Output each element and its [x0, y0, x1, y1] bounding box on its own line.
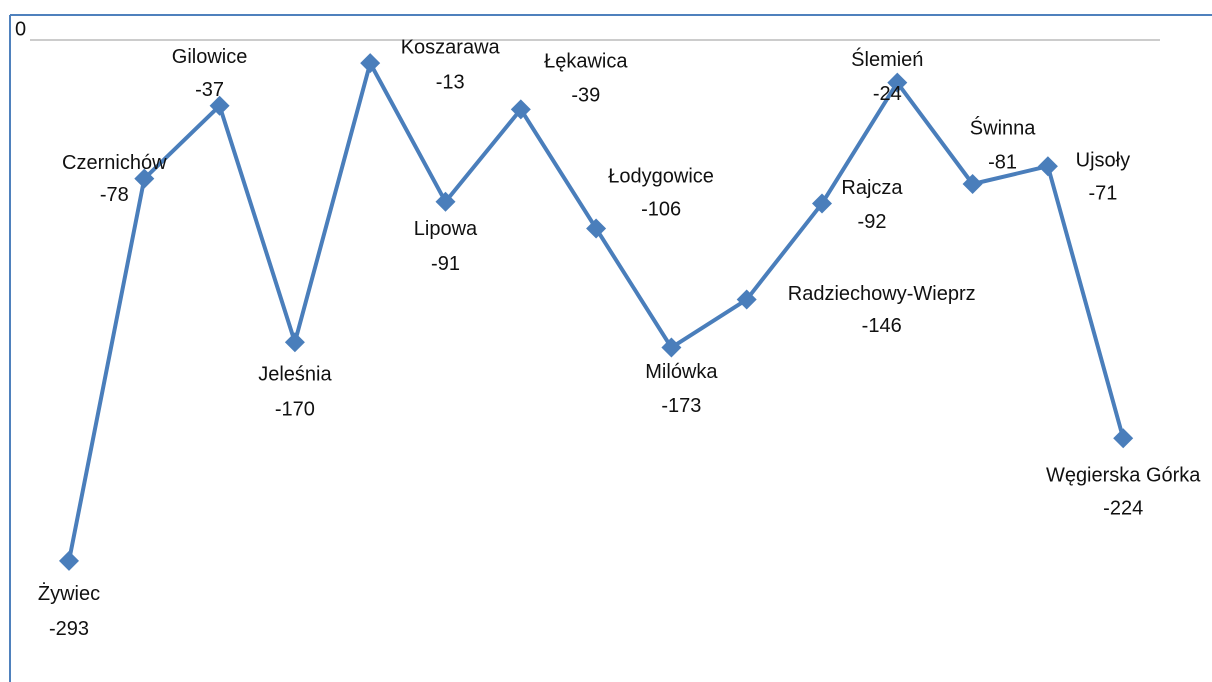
data-label-value: -37: [195, 79, 224, 101]
data-label-name: Gilowice: [172, 46, 248, 68]
data-label-name: Rajcza: [841, 177, 903, 199]
data-label-value: -81: [988, 151, 1017, 173]
data-label-value: -92: [858, 211, 887, 233]
data-label-name: Łodygowice: [608, 166, 714, 188]
marker: [284, 332, 305, 353]
data-label-value: -173: [661, 395, 701, 417]
marker: [962, 174, 983, 194]
marker: [360, 53, 381, 74]
marker: [812, 193, 832, 214]
data-label-value: -146: [862, 315, 902, 337]
data-label-value: -78: [100, 184, 129, 206]
data-label-value: -224: [1103, 498, 1143, 520]
marker: [134, 168, 155, 189]
data-label-name: Milówka: [645, 361, 718, 383]
data-label-value: -13: [436, 71, 465, 93]
data-label-value: -106: [641, 199, 681, 221]
data-label-name: Żywiec: [38, 582, 100, 605]
marker: [510, 99, 531, 120]
data-label-name: Koszarawa: [401, 36, 501, 58]
y-tick-label: 0: [15, 18, 26, 40]
data-label-value: -39: [571, 85, 600, 107]
marker: [736, 289, 757, 310]
data-label-value: -24: [873, 83, 902, 105]
marker: [1113, 428, 1134, 449]
marker: [59, 550, 79, 571]
data-label-name: Ujsoły: [1076, 150, 1130, 172]
data-label-name: Czernichów: [62, 152, 167, 174]
data-label-name: Jeleśnia: [258, 364, 332, 386]
data-label-name: Węgierska Górka: [1046, 465, 1201, 487]
marker: [661, 337, 682, 358]
data-label-value: -170: [275, 399, 315, 421]
data-label-name: Lipowa: [414, 218, 478, 240]
data-label-value: -91: [431, 253, 460, 275]
marker: [209, 95, 230, 116]
data-label-name: Świnna: [970, 115, 1036, 139]
marker: [435, 191, 456, 212]
data-label-name: Radziechowy-Wieprz: [788, 283, 976, 305]
marker: [1037, 156, 1058, 177]
marker: [586, 218, 607, 239]
marker: [887, 72, 908, 93]
data-label-name: Ślemień: [851, 47, 923, 71]
data-label-name: Łękawica: [544, 51, 628, 73]
line: [67, 61, 1126, 562]
data-label-value: -293: [49, 618, 89, 640]
data-label-value: -71: [1088, 183, 1117, 205]
